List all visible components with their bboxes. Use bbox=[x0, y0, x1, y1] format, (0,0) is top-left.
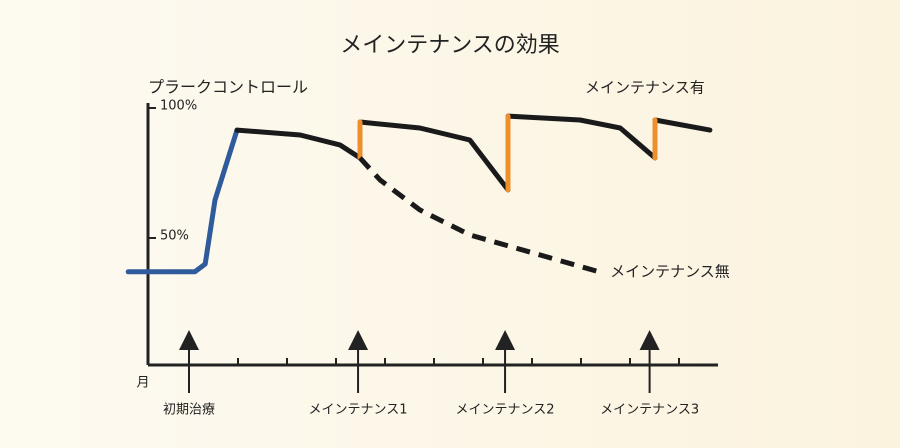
series-line bbox=[234, 113, 713, 193]
series-line bbox=[358, 156, 601, 275]
event-label: メインテナンス2 bbox=[456, 403, 555, 418]
x-axis-title: 月 bbox=[136, 376, 149, 391]
series-label: メインテナンス有 bbox=[585, 79, 705, 97]
y-axis-title: プラークコントロール bbox=[148, 78, 308, 97]
y-tick-label: 100% bbox=[160, 99, 197, 114]
series-line bbox=[357, 113, 658, 193]
y-tick-label: 50% bbox=[160, 229, 189, 244]
event-label: 初期治療 bbox=[163, 403, 215, 418]
series-line bbox=[125, 127, 240, 275]
event-label: メインテナンス1 bbox=[309, 403, 408, 418]
event-label: メインテナンス3 bbox=[600, 403, 699, 418]
chart-title: メインテナンスの効果 bbox=[340, 33, 560, 58]
series-label: メインテナンス無 bbox=[610, 263, 730, 281]
